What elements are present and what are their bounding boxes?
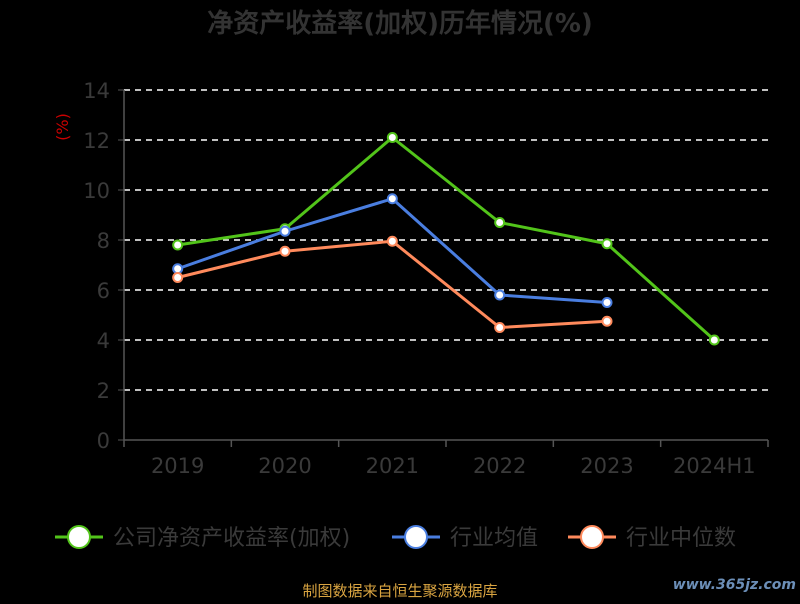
data-point <box>386 235 398 247</box>
x-tick-label: 2022 <box>473 454 526 478</box>
data-point <box>172 272 184 283</box>
data-point <box>279 225 291 237</box>
data-point <box>494 289 506 301</box>
data-point <box>601 297 613 308</box>
x-tick-label: 2024H1 <box>673 454 756 478</box>
data-point <box>708 334 720 346</box>
y-axis-unit: (%) <box>53 113 72 141</box>
data-point <box>386 193 398 205</box>
chart-title: 净资产收益率(加权)历年情况(%) <box>207 8 593 39</box>
legend-label: 公司净资产收益率(加权) <box>113 526 350 551</box>
x-tick-label: 2021 <box>366 454 419 478</box>
legend-item-2: 行业中位数 <box>568 525 736 551</box>
x-tick-label: 2023 <box>580 454 633 478</box>
y-tick-label: 6 <box>97 279 110 303</box>
grid-layer <box>124 89 768 391</box>
legend-marker <box>67 525 91 549</box>
y-tick-label: 0 <box>97 429 110 453</box>
series-line <box>177 136 716 342</box>
series-2 <box>172 235 613 333</box>
y-tick-label: 12 <box>83 129 110 153</box>
y-tick-label: 4 <box>97 329 110 353</box>
series-line <box>177 197 608 304</box>
data-point <box>494 217 506 228</box>
axis-layer: 0 2 4 6 8 10 12 14 2019 2020 2021 2022 2023 2024H1 <box>83 79 769 478</box>
y-tick-label: 2 <box>97 379 110 403</box>
y-tick-label: 8 <box>97 229 110 253</box>
legend-item-1: 行业均值 <box>392 525 538 551</box>
data-point <box>494 322 506 333</box>
x-tick-label: 2019 <box>151 454 204 478</box>
legend-item-0: 公司净资产收益率(加权) <box>55 525 350 551</box>
x-tick-label: 2020 <box>258 454 311 478</box>
series-line <box>177 239 608 329</box>
legend-marker <box>580 525 604 549</box>
data-point <box>279 245 291 257</box>
y-tick-label: 10 <box>83 179 110 203</box>
legend-label: 行业中位数 <box>626 526 736 551</box>
data-point <box>601 315 613 327</box>
data-point <box>601 238 613 250</box>
y-tick-label: 14 <box>83 79 110 103</box>
watermark: www.365jz.com <box>673 577 796 593</box>
data-point <box>386 132 398 143</box>
legend: 公司净资产收益率(加权) 行业均值 行业中位数 <box>55 525 736 551</box>
data-point <box>172 263 184 275</box>
data-point <box>172 239 184 251</box>
series-0 <box>172 132 720 346</box>
legend-marker <box>404 525 428 549</box>
series-layer <box>172 132 720 346</box>
source-note: 制图数据来自恒生聚源数据库 <box>302 582 497 600</box>
legend-label: 行业均值 <box>450 526 538 551</box>
